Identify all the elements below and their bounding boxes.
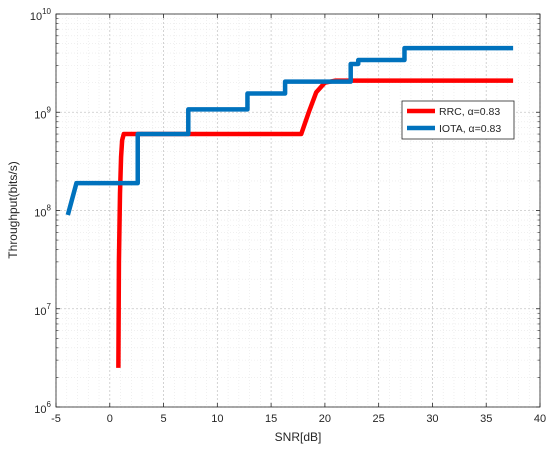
series-lines bbox=[65, 45, 514, 368]
x-tick-label: 10 bbox=[211, 413, 223, 425]
ticks: -5 0 5 10 15 20 25 30 35 40 106 107 108 109 1010 bbox=[30, 7, 546, 425]
y-tick-label: 108 bbox=[34, 204, 51, 220]
x-tick-label: 40 bbox=[534, 413, 546, 425]
x-axis-title: SNR[dB] bbox=[275, 430, 322, 444]
y-tick-label: 109 bbox=[34, 105, 51, 121]
x-tick-label: 5 bbox=[160, 413, 166, 425]
y-tick-label: 106 bbox=[34, 400, 51, 416]
x-tick-label: 20 bbox=[319, 413, 331, 425]
y-axis-title: Throughput(bits/s) bbox=[6, 161, 20, 258]
x-tick-label: -5 bbox=[51, 413, 61, 425]
x-tick-label: 25 bbox=[373, 413, 385, 425]
y-tick-label: 107 bbox=[34, 302, 51, 318]
legend: RRC, α=0.83 IOTA, α=0.83 bbox=[401, 100, 515, 140]
x-tick-label: 15 bbox=[265, 413, 277, 425]
legend-box bbox=[401, 100, 515, 140]
x-tick-label: 0 bbox=[107, 413, 113, 425]
x-tick-label: 30 bbox=[426, 413, 438, 425]
grid bbox=[55, 14, 541, 408]
y-tick-label: 1010 bbox=[30, 7, 52, 23]
legend-label: RRC, α=0.83 bbox=[439, 106, 500, 118]
series-line-iota bbox=[65, 45, 514, 216]
x-tick-label: 35 bbox=[480, 413, 492, 425]
legend-label: IOTA, α=0.83 bbox=[439, 123, 501, 135]
